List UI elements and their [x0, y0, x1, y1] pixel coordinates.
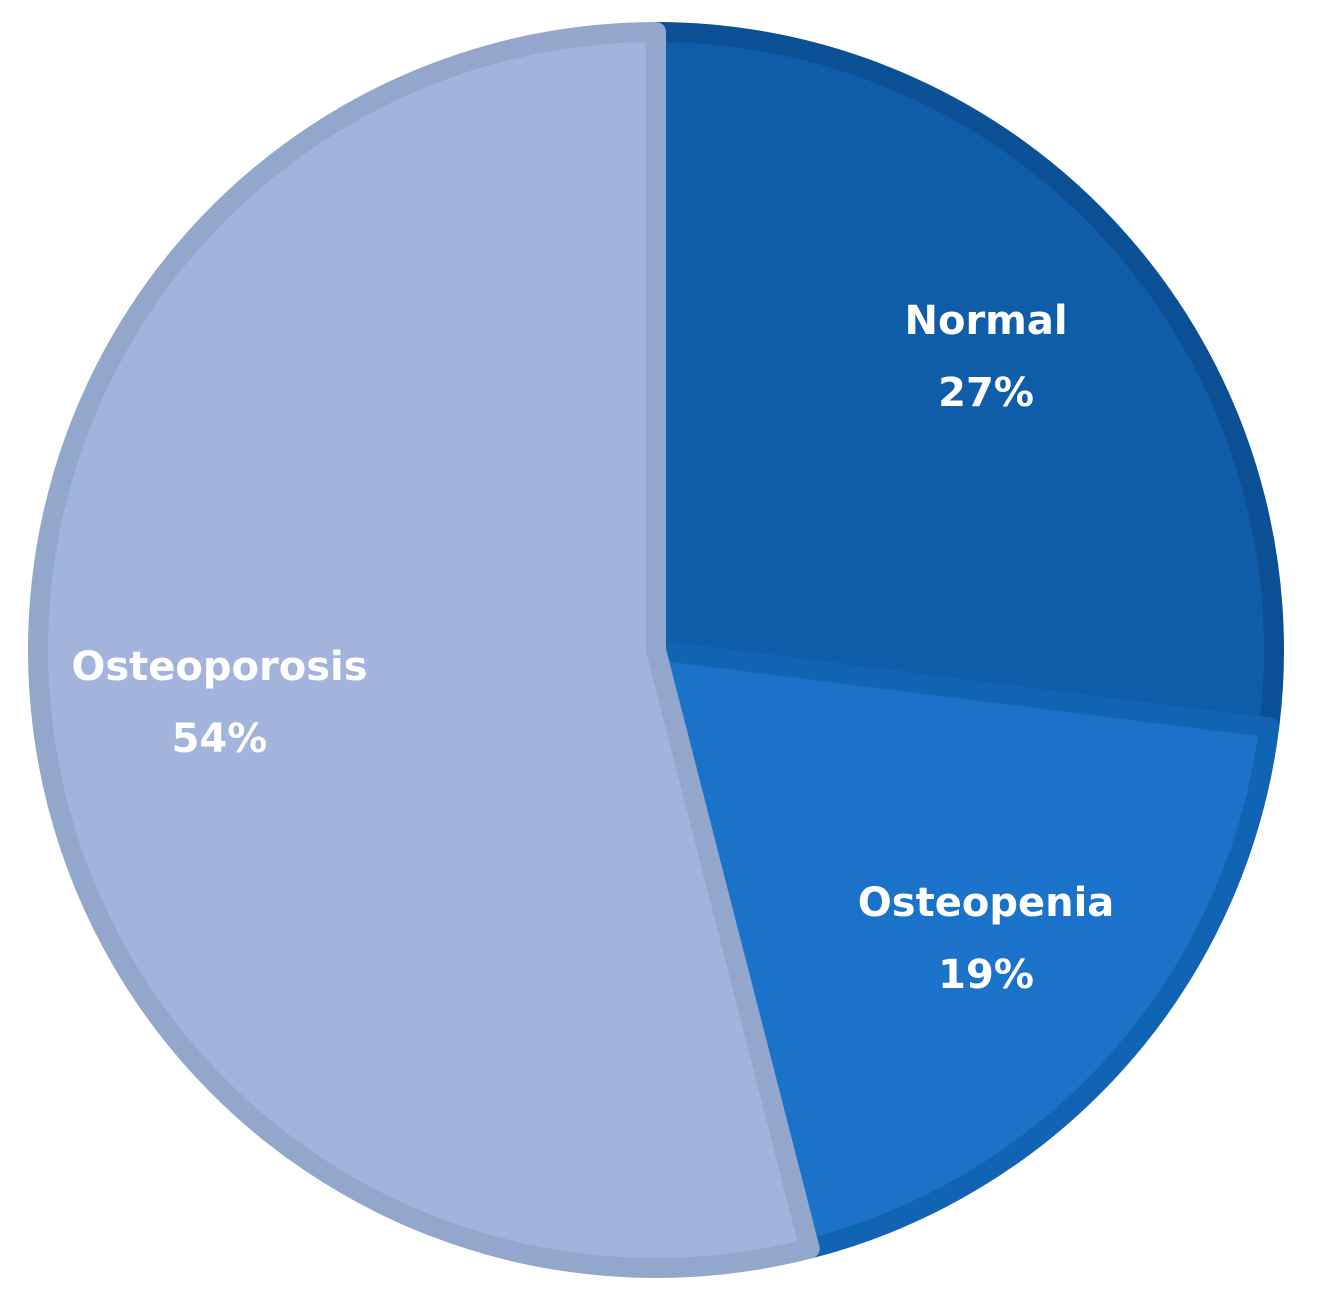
slice-label: Osteopenia: [858, 880, 1114, 926]
slice-value-label: 54%: [172, 716, 268, 762]
slice-value-label: 19%: [938, 952, 1034, 998]
pie-slice: [27, 22, 820, 1278]
slice-label: Osteoporosis: [71, 644, 367, 690]
slice-value-label: 27%: [938, 370, 1034, 416]
slice-label: Normal: [905, 298, 1068, 344]
pie-slice: [646, 640, 1280, 1259]
pie-slice: [646, 22, 1284, 738]
